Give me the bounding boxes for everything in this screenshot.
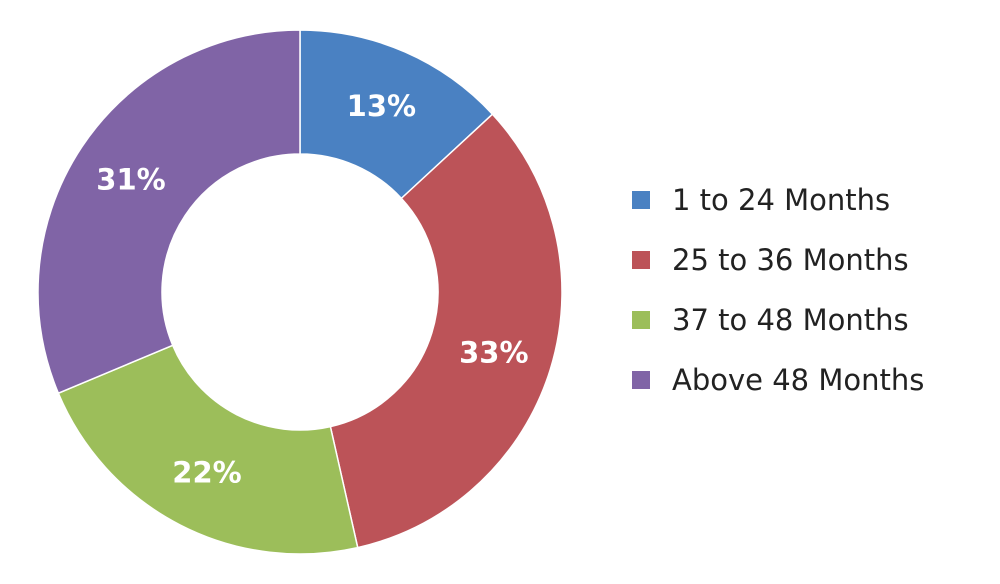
legend-item-3: 37 to 48 Months: [632, 303, 909, 337]
legend-item-4: Above 48 Months: [632, 363, 924, 397]
slice-value-label-2: 33%: [459, 335, 528, 369]
donut-slice-2: [329, 113, 563, 549]
chart-slices: [37, 29, 563, 555]
slice-value-label-1: 13%: [347, 89, 416, 123]
slice-value-label-3: 22%: [172, 455, 241, 489]
legend-label-2: 25 to 36 Months: [672, 243, 909, 277]
legend-label-4: Above 48 Months: [672, 363, 924, 397]
legend-label-3: 37 to 48 Months: [672, 303, 909, 337]
legend-item-2: 25 to 36 Months: [632, 243, 909, 277]
legend-swatch-4: [632, 371, 650, 389]
donut-slice-3: [57, 344, 359, 555]
legend-swatch-1: [632, 191, 650, 209]
legend-label-1: 1 to 24 Months: [672, 183, 890, 217]
slice-value-label-4: 31%: [96, 163, 165, 197]
donut-slice-1: [299, 29, 494, 200]
legend-item-1: 1 to 24 Months: [632, 183, 890, 217]
chart-legend: 1 to 24 Months 25 to 36 Months 37 to 48 Mo…: [632, 183, 924, 397]
legend-swatch-2: [632, 251, 650, 269]
legend-swatch-3: [632, 311, 650, 329]
chart-data-labels: 13% 33% 22% 31%: [96, 89, 528, 489]
donut-slice-4: [37, 29, 301, 395]
